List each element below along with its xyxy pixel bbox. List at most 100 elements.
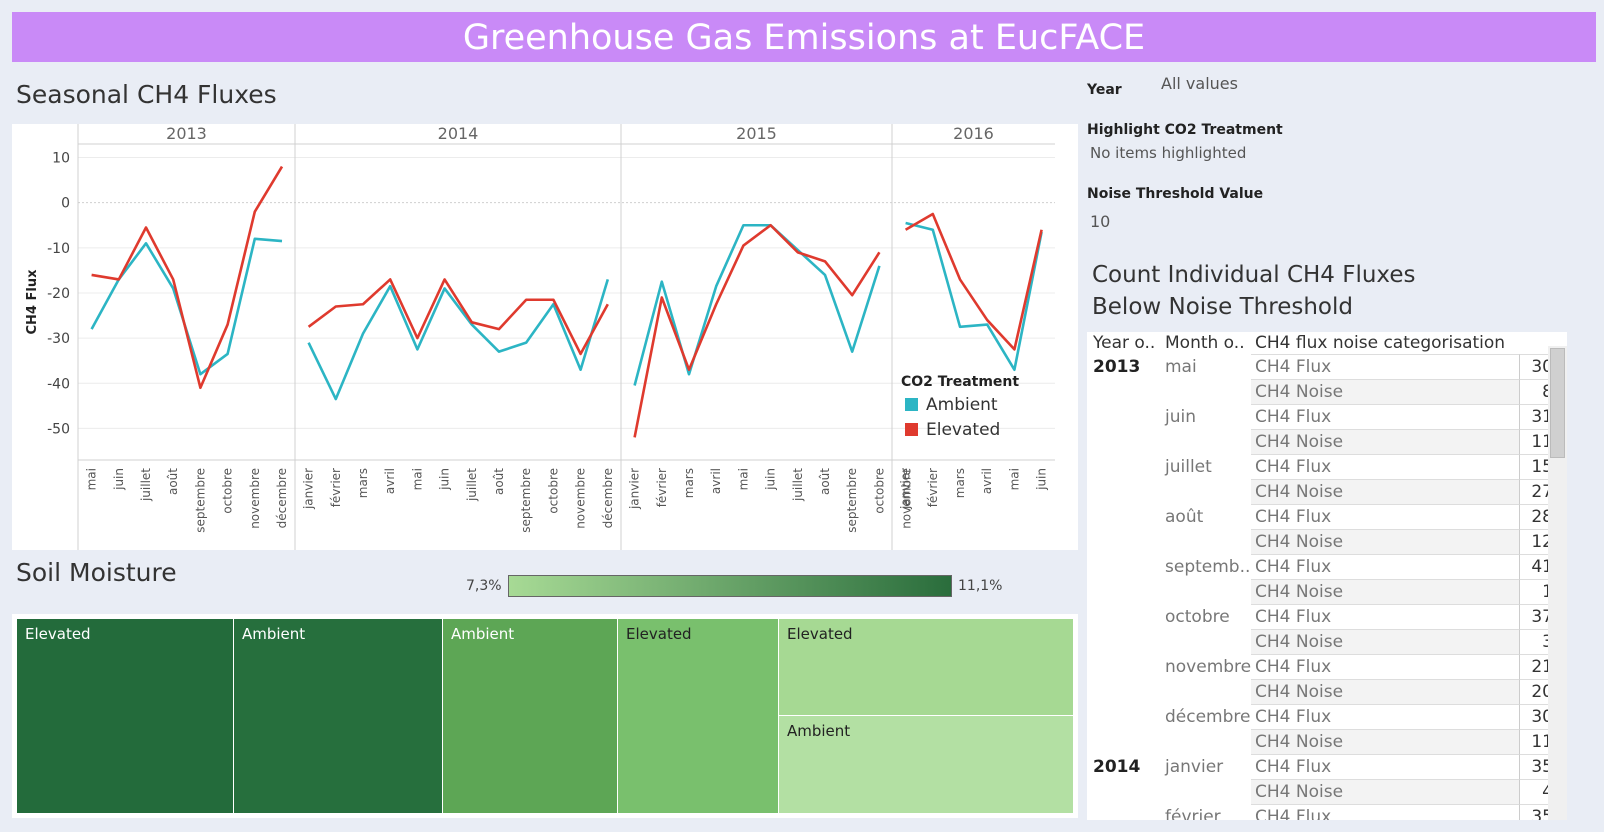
table-row: CH4 Noise 11 [1087,729,1567,754]
soil-tile-2[interactable]: Ambient [234,619,442,813]
row-year: 2013 [1093,357,1141,377]
row-category-bg [1251,779,1519,804]
row-count: 37 [1531,607,1553,627]
x-tick-label: mars [356,468,370,498]
row-month: novembre [1165,657,1252,677]
count-table-title-line1: Count Individual CH4 Fluxes [1092,262,1416,288]
row-count: 41 [1531,557,1553,577]
header-category[interactable]: CH4 flux noise categorisation [1255,333,1506,353]
row-category: CH4 Noise [1255,582,1344,602]
x-tick-label: juin [438,468,452,491]
row-count: 28 [1531,507,1553,527]
table-row: février CH4 Flux 35 [1087,804,1567,820]
row-count: 15 [1531,457,1553,477]
row-count: 35 [1531,757,1553,777]
table-row: CH4 Noise 4 [1087,779,1567,804]
row-month: janvier [1165,757,1224,777]
noise-threshold-value[interactable]: 10 [1090,212,1111,231]
ch4-chart-panel: 10 0 -10 -20 -30 -40 -50 CH4 Flux 2013 mai juin jui… [12,124,1078,550]
row-year: 2014 [1093,757,1141,777]
y-tick-label: 10 [52,151,70,167]
table-row: juin CH4 Flux 31 [1087,404,1567,429]
header-month[interactable]: Month o.. [1165,333,1245,353]
y-tick-label: -20 [47,286,70,302]
row-category: CH4 Noise [1255,382,1344,402]
header-year[interactable]: Year o.. [1093,333,1156,353]
row-category: CH4 Flux [1255,457,1332,477]
row-month: septemb.. [1165,557,1251,577]
series-line-ambient-2014 [307,279,610,401]
x-tick-label: mai [85,468,99,490]
series-line-elevated-2014 [307,278,609,356]
table-scrollbar-thumb[interactable] [1550,348,1565,458]
row-count: 8 [1513,382,1553,402]
highlight-filter-value[interactable]: No items highlighted [1090,144,1247,162]
row-count: 20 [1531,682,1553,702]
table-row: CH4 Noise 12 [1087,529,1567,554]
row-count: 21 [1531,657,1553,677]
year-filter-label: Year [1087,82,1122,98]
year-header: 2013 [166,124,207,143]
soil-tile-4[interactable]: Elevated [618,619,778,813]
year-header: 2016 [953,124,994,143]
table-row: CH4 Noise 27 [1087,479,1567,504]
soil-legend-min: 7,3% [466,578,502,594]
row-category-bg [1251,404,1519,429]
row-category-bg [1251,379,1519,404]
legend-entry-elevated: Elevated [926,420,1000,440]
soil-tile-3[interactable]: Ambient [443,619,617,813]
year-filter-value[interactable]: All values [1161,74,1238,93]
x-tick-label: septembre [845,468,859,533]
x-tick-label: juin [1035,468,1049,491]
series-line-elevated-2013 [91,165,284,390]
row-month: juillet [1165,457,1212,477]
row-category: CH4 Noise [1255,732,1344,752]
x-tick-label: octobre [872,468,886,514]
x-tick-label: mai [1007,468,1021,490]
x-tick-label: novembre [248,468,262,529]
x-tick-label: septembre [193,468,207,533]
row-category-bg [1251,629,1519,654]
row-category: CH4 Noise [1255,682,1344,702]
row-month: août [1165,507,1204,527]
soil-tile-5[interactable]: Elevated [779,619,1073,715]
table-row: octobre CH4 Flux 37 [1087,604,1567,629]
x-tick-label: juillet [791,468,805,502]
x-tick-label: avril [980,468,994,494]
table-scrollbar[interactable] [1548,346,1567,820]
x-tick-label: avril [383,468,397,494]
x-tick-label: janvier [899,468,913,510]
series-line-ambient-2013 [90,237,283,376]
row-category-bg [1251,579,1519,604]
row-category-bg [1251,454,1519,479]
x-tick-label: juin [764,468,778,491]
soil-tile-label: Ambient [451,625,515,643]
row-category: CH4 Flux [1255,607,1332,627]
table-row: CH4 Noise 8 [1087,379,1567,404]
row-category-bg [1251,804,1519,820]
row-month: mai [1165,357,1197,377]
table-row: CH4 Noise 3 [1087,629,1567,654]
x-tick-label: mars [953,468,967,498]
row-category: CH4 Flux [1255,507,1332,527]
x-tick-label: juillet [139,468,153,502]
series-line-elevated-2015 [633,223,881,438]
y-tick-label: 0 [61,196,70,212]
row-category-bg [1251,654,1519,679]
x-tick-label: février [329,468,343,507]
row-count: 11 [1531,432,1553,452]
y-tick-label: -50 [47,421,70,437]
soil-legend-gradient [508,575,952,597]
highlight-filter-label: Highlight CO2 Treatment [1087,122,1283,138]
x-tick-label: septembre [519,468,533,533]
legend-title: CO2 Treatment [901,374,1019,390]
soil-tile-label: Elevated [626,625,692,643]
row-month: février [1165,807,1221,820]
row-count: 12 [1531,532,1553,552]
table-row: septemb.. CH4 Flux 41 [1087,554,1567,579]
soil-tile-1[interactable]: Elevated [17,619,233,813]
x-tick-label: février [926,468,940,507]
row-month: octobre [1165,607,1230,627]
y-tick-label: -40 [47,376,70,392]
soil-tile-6[interactable]: Ambient [779,716,1073,813]
